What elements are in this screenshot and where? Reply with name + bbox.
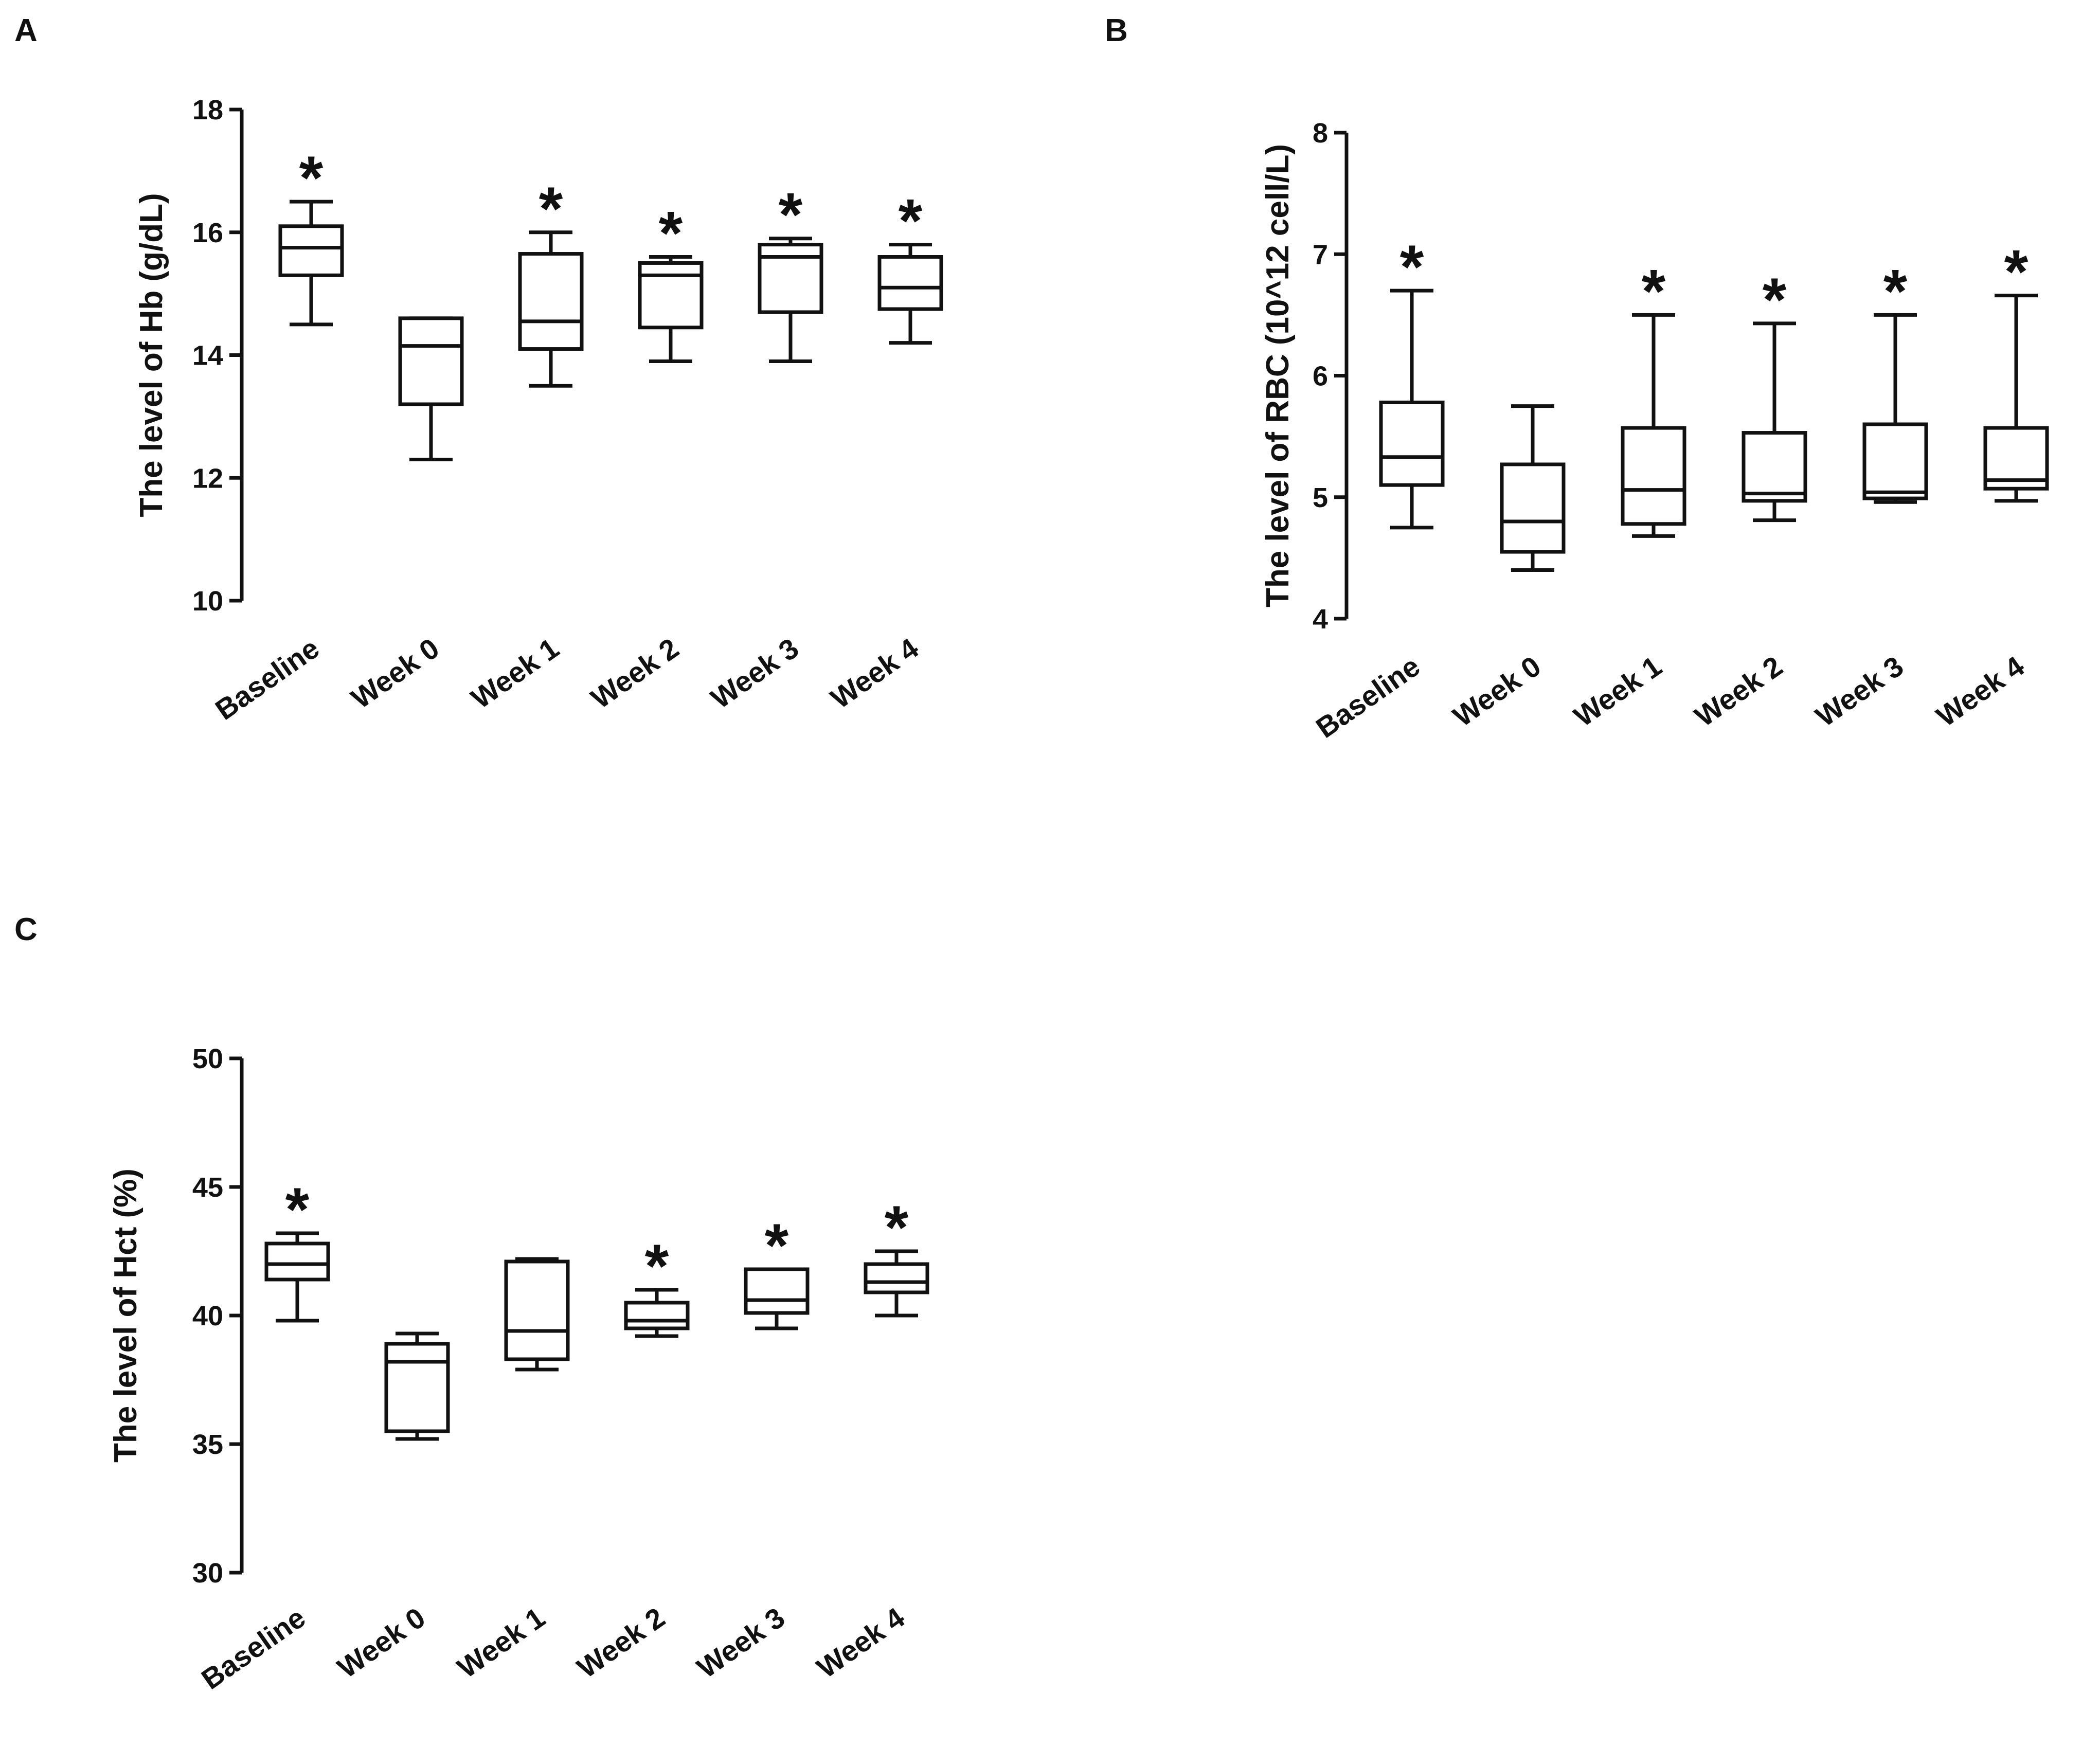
x-category-label: Week 2: [571, 1601, 670, 1684]
iqr-box: [398, 316, 464, 406]
iqr-box: [638, 261, 704, 330]
significance-star: *: [885, 1193, 909, 1262]
box-baseline: *: [1379, 232, 1445, 530]
x-category-label: Week 0: [345, 632, 444, 715]
box-baseline: *: [264, 1175, 330, 1323]
y-tick-label: 50: [192, 1043, 223, 1074]
y-tick-label: 4: [1313, 604, 1328, 635]
box-week-2: *: [624, 1232, 690, 1338]
x-category-label: Week 3: [691, 1601, 790, 1684]
significance-star: *: [299, 143, 324, 212]
significance-star: *: [2004, 238, 2029, 307]
iqr-box: [1379, 400, 1445, 487]
x-category-label: Baseline: [1310, 650, 1426, 744]
panel-letter: C: [14, 912, 38, 947]
x-category-label: Baseline: [195, 1601, 311, 1696]
panel-letter: B: [1105, 13, 1128, 48]
box-week-3: *: [758, 181, 823, 363]
iqr-box: [758, 243, 823, 314]
y-axis-title: The level of RBC (10^12 cell/L): [1260, 144, 1296, 607]
panel-c: C 30 35 40 45 50 The level of Hct (%) * Baseline…: [14, 912, 929, 1696]
box-week-3: *: [744, 1211, 810, 1330]
box-week-2: *: [1742, 265, 1807, 523]
significance-star: *: [1883, 257, 1908, 326]
y-tick-label: 30: [192, 1558, 223, 1589]
y-tick-label: 14: [192, 340, 223, 371]
iqr-box: [1621, 426, 1686, 526]
panel-letter: A: [14, 13, 38, 48]
x-category-label: Week 1: [451, 1601, 550, 1684]
iqr-box: [1862, 422, 1928, 500]
box-week-0: [398, 316, 464, 461]
y-tick-label: 7: [1313, 239, 1328, 270]
x-category-label: Baseline: [209, 632, 325, 726]
significance-star: *: [779, 181, 803, 249]
significance-star: *: [899, 187, 923, 256]
y-tick-label: 40: [192, 1301, 223, 1331]
iqr-box: [1500, 462, 1566, 554]
significance-star: *: [1642, 257, 1666, 326]
y-tick-label: 12: [192, 463, 223, 494]
box-week-4: *: [877, 187, 943, 345]
iqr-box: [877, 255, 943, 311]
x-category-label: Week 0: [331, 1601, 430, 1684]
x-category-label: Week 1: [465, 632, 564, 715]
x-category-label: Week 4: [824, 632, 924, 715]
x-category-label: Week 4: [811, 1601, 910, 1684]
y-tick-label: 8: [1313, 118, 1328, 149]
box-week-4: *: [864, 1193, 929, 1318]
y-tick-label: 45: [192, 1172, 223, 1203]
x-category-label: Week 2: [1689, 650, 1788, 733]
significance-star: *: [539, 174, 563, 243]
y-tick-label: 5: [1313, 482, 1328, 513]
box-week-3: *: [1862, 257, 1928, 504]
y-axis-title: The level of Hb (g/dL): [134, 193, 169, 517]
box-week-1: *: [518, 174, 584, 388]
x-category-label: Week 1: [1568, 650, 1667, 733]
iqr-box: [384, 1342, 450, 1433]
significance-star: *: [645, 1232, 669, 1301]
significance-star: *: [659, 199, 683, 268]
y-tick-label: 10: [192, 586, 223, 617]
panel-b: B 4 5 6 7 8 The level of RBC (10^12 cell/L) * Ba…: [1105, 13, 2049, 744]
box-week-0: [384, 1331, 450, 1441]
x-category-label: Week 0: [1447, 650, 1546, 733]
iqr-box: [518, 252, 584, 351]
iqr-box: [504, 1259, 570, 1361]
iqr-box: [744, 1267, 810, 1315]
box-week-4: *: [1983, 238, 2049, 503]
x-category-label: Week 3: [705, 632, 804, 715]
y-tick-label: 16: [192, 218, 223, 248]
iqr-box: [264, 1241, 330, 1282]
iqr-box: [1742, 431, 1807, 503]
significance-star: *: [765, 1211, 789, 1280]
x-category-label: Week 2: [585, 632, 684, 715]
x-category-label: Week 3: [1809, 650, 1909, 733]
significance-star: *: [1763, 265, 1787, 334]
panel-a: A 10 12 14 16 18 The level of Hb (g/dL) * Baseli…: [14, 13, 943, 726]
iqr-box: [864, 1262, 929, 1294]
box-baseline: *: [278, 143, 344, 327]
significance-star: *: [285, 1175, 310, 1244]
box-week-0: [1500, 404, 1566, 572]
y-tick-label: 35: [192, 1429, 223, 1460]
box-week-1: [504, 1257, 570, 1372]
box-week-2: *: [638, 199, 704, 363]
iqr-box: [278, 224, 344, 277]
y-axis-title: The level of Hct (%): [108, 1168, 143, 1463]
iqr-box: [624, 1301, 690, 1330]
box-week-1: *: [1621, 257, 1686, 538]
y-tick-label: 18: [192, 95, 223, 125]
significance-star: *: [1400, 232, 1424, 301]
x-category-label: Week 4: [1930, 650, 2030, 733]
y-tick-label: 6: [1313, 361, 1328, 392]
